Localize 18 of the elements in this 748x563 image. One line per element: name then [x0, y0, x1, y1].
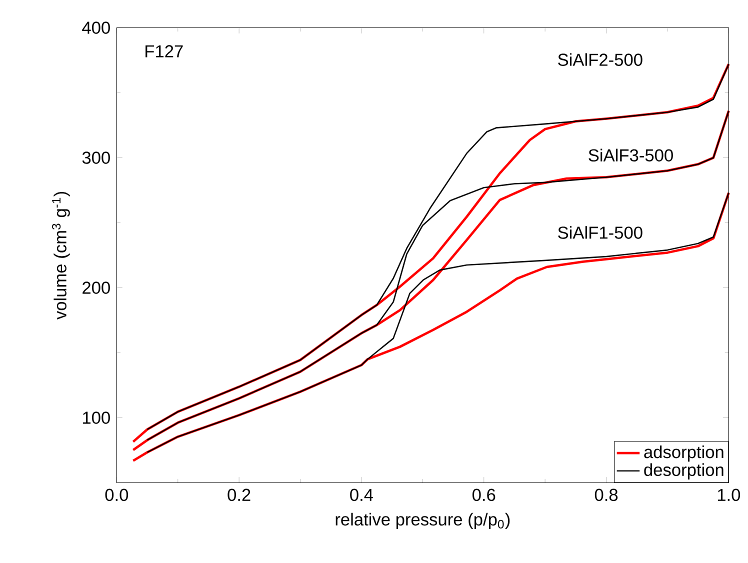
x-tick-label: 0.8: [594, 488, 618, 502]
y-axis-title: volume (cm$^{3}$ g$^{-1}$): [52, 192, 70, 320]
x-axis-title: relative pressure (p/p$_{0}$): [336, 512, 510, 530]
x-tick-label: 0.2: [228, 488, 250, 502]
x-tick-label: 1.0: [718, 488, 740, 502]
annotation: SiAlF3-500: [588, 148, 673, 162]
annotation: F127: [146, 45, 183, 58]
y-tick-label: 400: [82, 22, 110, 34]
y-tick-label: 300: [82, 152, 110, 164]
legend-label: adsorption: [644, 445, 724, 462]
y-tick-label: 100: [83, 412, 110, 424]
x-tick-label: 0.6: [472, 488, 496, 502]
x-tick-label: 0.4: [350, 488, 374, 502]
annotation: SiAlF1-500: [558, 226, 642, 239]
legend-label: desorption: [644, 463, 724, 480]
x-tick-label: 0.0: [105, 488, 128, 502]
y-tick-label: 200: [82, 282, 110, 294]
annotation: SiAlF2-500: [558, 53, 642, 66]
